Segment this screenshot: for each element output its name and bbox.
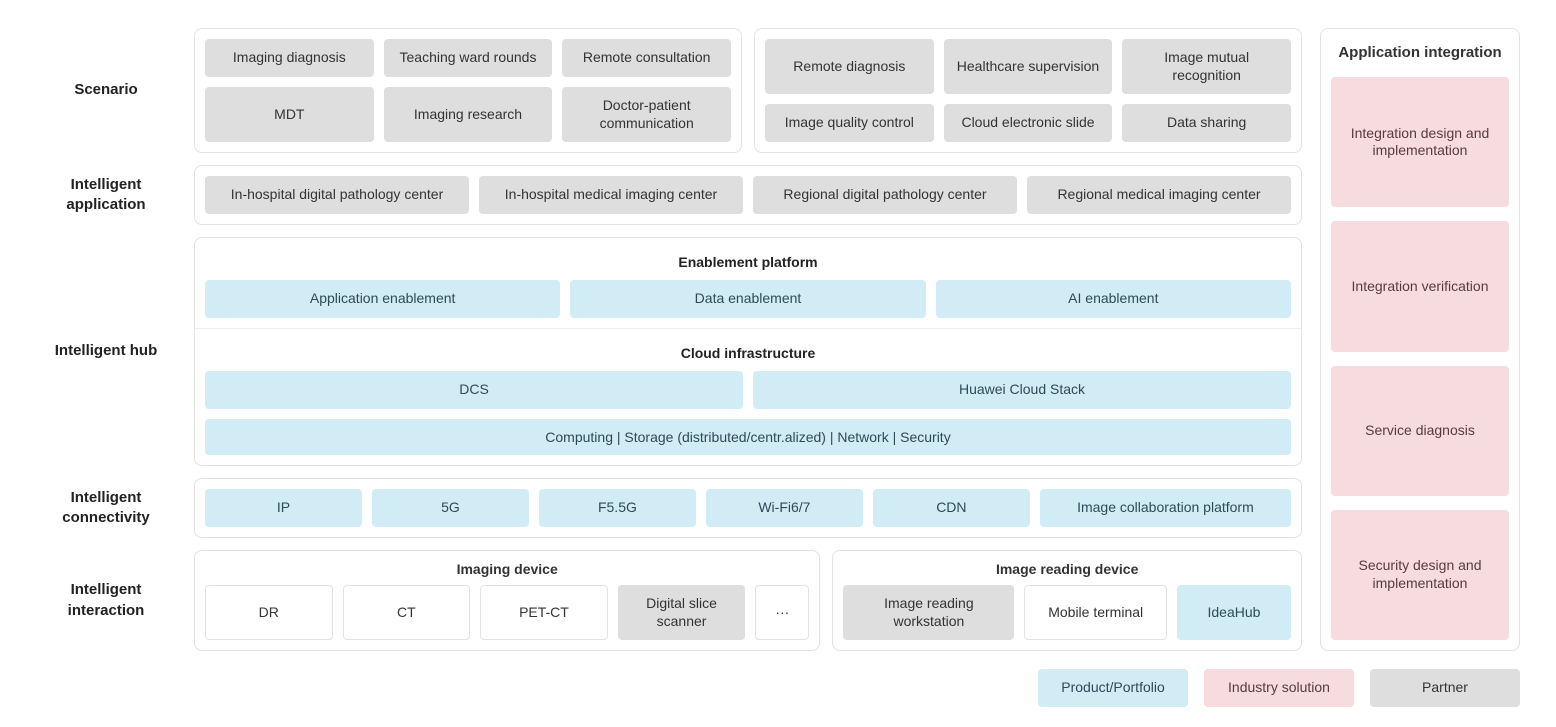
imaging-title: Imaging device (205, 559, 809, 585)
legend: Product/Portfolio Industry solution Part… (36, 669, 1520, 707)
imaging-chip: Digital slice scanner (618, 585, 746, 640)
enablement-chip: AI enablement (936, 280, 1291, 318)
connectivity-content: IP 5G F5.5G Wi-Fi6/7 CDN Image collabora… (194, 478, 1302, 538)
cloud-title: Cloud infrastructure (205, 339, 1291, 371)
scenario-panel-left: Imaging diagnosis Teaching ward rounds R… (194, 28, 742, 153)
imaging-chip: ··· (755, 585, 809, 640)
application-chip: In-hospital medical imaging center (479, 176, 743, 214)
connectivity-panel: IP 5G F5.5G Wi-Fi6/7 CDN Image collabora… (194, 478, 1302, 538)
cloud-chip: DCS (205, 371, 743, 409)
reading-chip: Image reading workstation (843, 585, 1014, 640)
enablement-chip: Application enablement (205, 280, 560, 318)
reading-chip: IdeaHub (1177, 585, 1291, 640)
scenario-chip: Remote consultation (562, 39, 731, 77)
imaging-device-panel: Imaging device DRCTPET-CTDigital slice s… (194, 550, 820, 651)
scenario-chip: Data sharing (1122, 104, 1291, 142)
scenario-chip: Image mutual recognition (1122, 39, 1291, 94)
scenario-chip: Image quality control (765, 104, 934, 142)
connectivity-chip: F5.5G (539, 489, 696, 527)
reading-title: Image reading device (843, 559, 1291, 585)
connectivity-chip: Image collaboration platform (1040, 489, 1291, 527)
scenario-chip: MDT (205, 87, 374, 142)
reading-chip: Mobile terminal (1024, 585, 1167, 640)
enablement-chip: Data enablement (570, 280, 925, 318)
scenario-panel-right: Remote diagnosis Healthcare supervision … (754, 28, 1302, 153)
connectivity-chip: CDN (873, 489, 1030, 527)
interaction-content: Imaging device DRCTPET-CTDigital slice s… (194, 550, 1302, 651)
legend-partner: Partner (1370, 669, 1520, 707)
hub-content: Enablement platform Application enableme… (194, 237, 1302, 466)
scenario-chip: Healthcare supervision (944, 39, 1113, 94)
application-chip: In-hospital digital pathology center (205, 176, 469, 214)
scenario-chip: Cloud electronic slide (944, 104, 1113, 142)
row-label-interaction: Intelligent interaction (36, 550, 176, 651)
legend-solution: Industry solution (1204, 669, 1354, 707)
row-label-scenario: Scenario (36, 28, 176, 153)
appint-item: Service diagnosis (1331, 366, 1509, 496)
hub-panel: Enablement platform Application enableme… (194, 237, 1302, 466)
application-chip: Regional medical imaging center (1027, 176, 1291, 214)
scenario-chip: Doctor-patient communication (562, 87, 731, 142)
cloud-bar: Computing | Storage (distributed/centr.a… (205, 419, 1291, 455)
row-label-hub: Intelligent hub (36, 237, 176, 466)
scenario-chip: Imaging research (384, 87, 553, 142)
imaging-chip: PET-CT (480, 585, 608, 640)
scenario-content: Imaging diagnosis Teaching ward rounds R… (194, 28, 1302, 153)
appint-item: Integration design and implementation (1331, 77, 1509, 207)
legend-product: Product/Portfolio (1038, 669, 1188, 707)
imaging-chip: DR (205, 585, 333, 640)
connectivity-chip: 5G (372, 489, 529, 527)
row-label-application: Intelligent application (36, 165, 176, 225)
enablement-title: Enablement platform (205, 248, 1291, 280)
appint-item: Integration verification (1331, 221, 1509, 351)
appint-item: Security design and implementation (1331, 510, 1509, 640)
cloud-chip: Huawei Cloud Stack (753, 371, 1291, 409)
row-label-connectivity: Intelligent connectivity (36, 478, 176, 538)
reading-device-panel: Image reading device Image reading works… (832, 550, 1302, 651)
scenario-chip: Teaching ward rounds (384, 39, 553, 77)
connectivity-chip: IP (205, 489, 362, 527)
application-panel: In-hospital digital pathology center In-… (194, 165, 1302, 225)
scenario-chip: Remote diagnosis (765, 39, 934, 94)
connectivity-chip: Wi-Fi6/7 (706, 489, 863, 527)
appint-title: Application integration (1331, 43, 1509, 63)
application-integration-panel: Application integration Integration desi… (1320, 28, 1520, 651)
imaging-chip: CT (343, 585, 471, 640)
architecture-diagram: Scenario Imaging diagnosis Teaching ward… (36, 28, 1520, 651)
application-content: In-hospital digital pathology center In-… (194, 165, 1302, 225)
application-chip: Regional digital pathology center (753, 176, 1017, 214)
scenario-chip: Imaging diagnosis (205, 39, 374, 77)
